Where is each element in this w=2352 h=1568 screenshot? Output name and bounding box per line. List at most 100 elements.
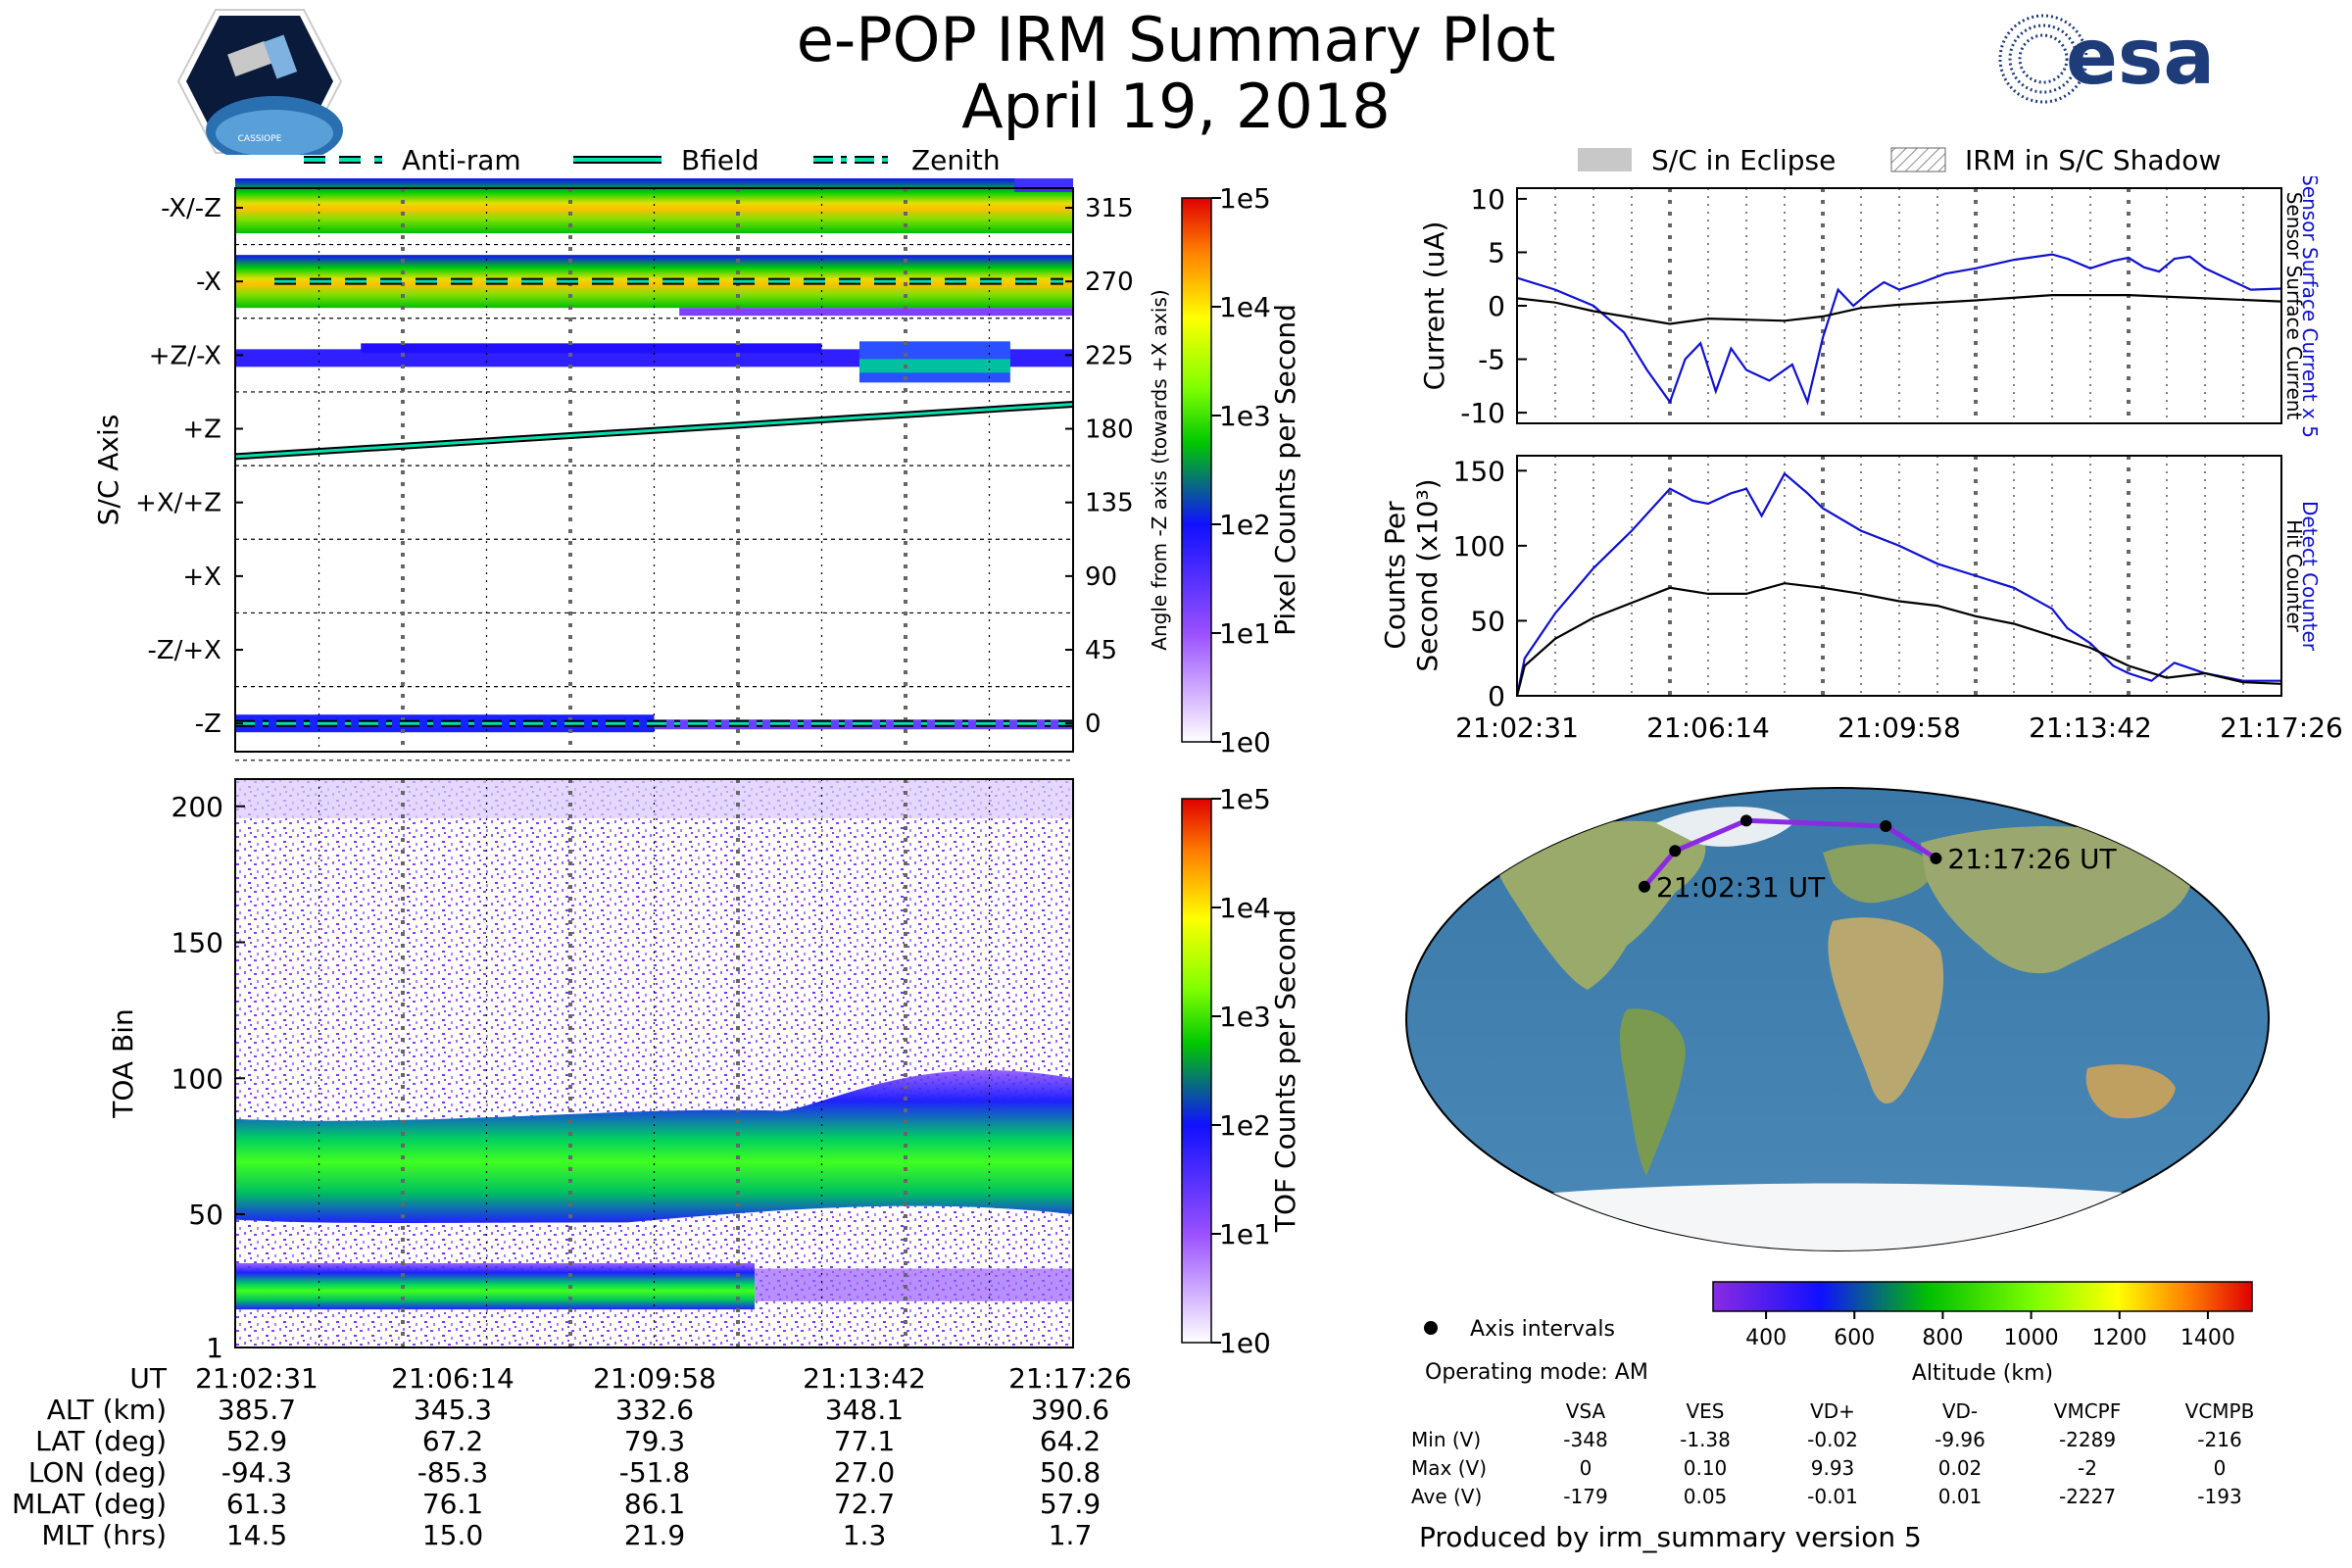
tof-ytick-label: 200: [172, 791, 223, 823]
tof-colorbar-bar: [1181, 798, 1212, 1344]
pix-angle-label: 0: [1085, 710, 1102, 739]
voltage-cell: 0: [2213, 1456, 2227, 1480]
current-right-label-blue: Sensor Surface Current x 5: [2298, 176, 2322, 438]
orbit-cell: -94.3: [220, 1456, 293, 1489]
pixel-counts-chart: -X/-Z -X +Z/-X +Z +X/+Z +X -Z/+X -Z 315 270 225 180…: [92, 178, 1301, 761]
voltage-cell: -179: [1563, 1485, 1608, 1508]
orbit-cell: 385.7: [217, 1394, 297, 1426]
pix-cbar-tick-label: 1e4: [1219, 291, 1271, 323]
voltage-cell: -193: [2197, 1485, 2242, 1508]
pix-angle-label: 90: [1085, 563, 1117, 592]
band-xz-top: [1014, 178, 1073, 192]
hit-right-label-black: Hit Counter: [2282, 519, 2306, 632]
hit-series-line: [1515, 471, 2281, 697]
pix-category-label: -Z: [195, 710, 221, 739]
band-zx-top: [361, 343, 822, 354]
voltage-cell: 0: [1579, 1456, 1592, 1480]
orbit-cell: 57.9: [1039, 1488, 1102, 1520]
voltage-cell: -0.02: [1807, 1428, 1858, 1451]
pix-category-label: -Z/+X: [147, 636, 221, 665]
band-zx-block-core: [858, 359, 1010, 373]
tof-ytick-label: 1: [206, 1332, 223, 1364]
current-ytick-label: -5: [1478, 344, 1505, 376]
tof-ytick-label: 100: [172, 1062, 223, 1095]
pix-angle-label: 135: [1085, 489, 1134, 518]
hit-right-label-blue: Detect Counter: [2298, 501, 2322, 652]
orbit-row-label: MLT (hrs): [41, 1519, 167, 1551]
hit-ytick-label: 150: [1453, 455, 1505, 487]
axis-intervals-label: Axis intervals: [1470, 1317, 1615, 1342]
orbit-point: [1638, 880, 1650, 893]
esa-logo-text: esa: [2066, 14, 2215, 102]
pix-category-label: +Z: [182, 416, 221, 445]
orbit-cell: 21:09:58: [593, 1362, 716, 1395]
pix-category-label: -X/-Z: [161, 194, 221, 223]
voltage-col-header: VES: [1686, 1399, 1725, 1423]
tof-cbar-tick-label: 1e1: [1219, 1218, 1271, 1250]
orbit-cell: 1.7: [1048, 1519, 1093, 1551]
orbit-cell: 15.0: [421, 1519, 484, 1551]
orbit-cell: 67.2: [421, 1425, 484, 1457]
orbit-cell: 76.1: [421, 1488, 484, 1520]
orbit-cell: 72.7: [833, 1488, 896, 1520]
orbit-cell: 86.1: [623, 1488, 686, 1520]
voltage-col-header: VMCPF: [2053, 1399, 2122, 1423]
voltage-cell: -9.96: [1935, 1428, 1985, 1451]
pix-cbar-tick-label: 1e0: [1219, 726, 1271, 759]
legend-top: Anti-ram Bfield Zenith: [304, 144, 1001, 176]
right-time-tick-label: 21:13:42: [2029, 711, 2152, 744]
legend-shadow: IRM in S/C Shadow: [1965, 144, 2221, 176]
current-ytick-label: 0: [1488, 290, 1505, 322]
pix-cbar-tick-label: 1e1: [1219, 617, 1271, 650]
voltage-cell: -2289: [2058, 1428, 2117, 1451]
current-right-label-black: Sensor Surface Current: [2282, 192, 2306, 420]
hit-ytick-label: 50: [1470, 605, 1505, 637]
cassiope-logo: CASSIOPE: [176, 9, 343, 155]
orbit-row-label: MLAT (deg): [11, 1488, 167, 1520]
hit-ylabel-2: Second (x10³): [1411, 478, 1444, 671]
esa-logo: esa: [1998, 14, 2215, 104]
current-ytick-label: 10: [1470, 183, 1505, 216]
info-block: Axis intervals Operating mode: AM: [1424, 1317, 1648, 1385]
right-time-tick-label: 21:09:58: [1838, 711, 1961, 744]
pix-category-label: +Z/-X: [149, 341, 221, 370]
pix-angle-label: 315: [1085, 194, 1134, 223]
voltage-cell: -2227: [2058, 1485, 2117, 1508]
orbit-cell: 21:02:31: [195, 1362, 318, 1395]
voltage-cell: 0.01: [1937, 1485, 1983, 1508]
operating-mode: Operating mode: AM: [1425, 1360, 1648, 1385]
pix-cbar-tick-label: 1e3: [1219, 400, 1271, 432]
pix-ylabel: S/C Axis: [92, 415, 124, 526]
tof-low-band-faint: [755, 1268, 1073, 1301]
tof-cbar-tick-label: 1e4: [1219, 892, 1271, 924]
tof-ytick-label: 150: [172, 927, 223, 959]
altitude-colorbar: 400 600 800 1000 1200 1400 Altitude (km): [1712, 1281, 2253, 1386]
orbit-row-label: LAT (deg): [35, 1425, 167, 1457]
current-chart: 10 5 0 -5 -10 Sensor Surface Current x 5Senso…: [1418, 176, 2322, 438]
current-series-line: [1516, 293, 2282, 325]
orbit-cell: 27.0: [833, 1456, 896, 1489]
orbit-cell: 21:17:26: [1008, 1362, 1132, 1395]
voltage-cell: 9.93: [1810, 1456, 1855, 1480]
voltage-row-label: Ave (V): [1411, 1485, 1483, 1508]
altitude-tick-label: 400: [1745, 1326, 1787, 1350]
tof-cbar-tick-label: 1e3: [1219, 1001, 1271, 1033]
map-end-label: 21:17:26 UT: [1947, 843, 2117, 875]
altitude-tick-label: 1000: [2004, 1326, 2059, 1350]
tof-low-band: [235, 1262, 756, 1310]
orbit-map: 21:02:31 UT 21:17:26 UT: [1405, 787, 2270, 1251]
tof-ytick-label: 50: [188, 1199, 223, 1231]
legend-anti-ram: Anti-ram: [402, 144, 521, 176]
tof-cbar-tick-label: 1e2: [1219, 1109, 1271, 1142]
tof-main-band: [235, 1069, 1073, 1224]
voltage-table: VSA VES VD+ VD- VMCPF VCMPB Min (V) -348 -1.38 -0…: [1411, 1399, 2293, 1517]
right-time-tick-label: 21:17:26: [2220, 711, 2343, 744]
bfield-line: [234, 402, 1074, 459]
pix-angle-label: 180: [1085, 416, 1134, 445]
pix-category-label: +X: [182, 563, 221, 592]
orbit-cell: 21.9: [623, 1519, 686, 1551]
voltage-col-header: VD-: [1941, 1399, 1979, 1423]
right-time-axis: 21:02:31 21:06:14 21:09:58 21:13:42 21:17:26: [1455, 711, 2343, 744]
altitude-tick-label: 600: [1834, 1326, 1875, 1350]
